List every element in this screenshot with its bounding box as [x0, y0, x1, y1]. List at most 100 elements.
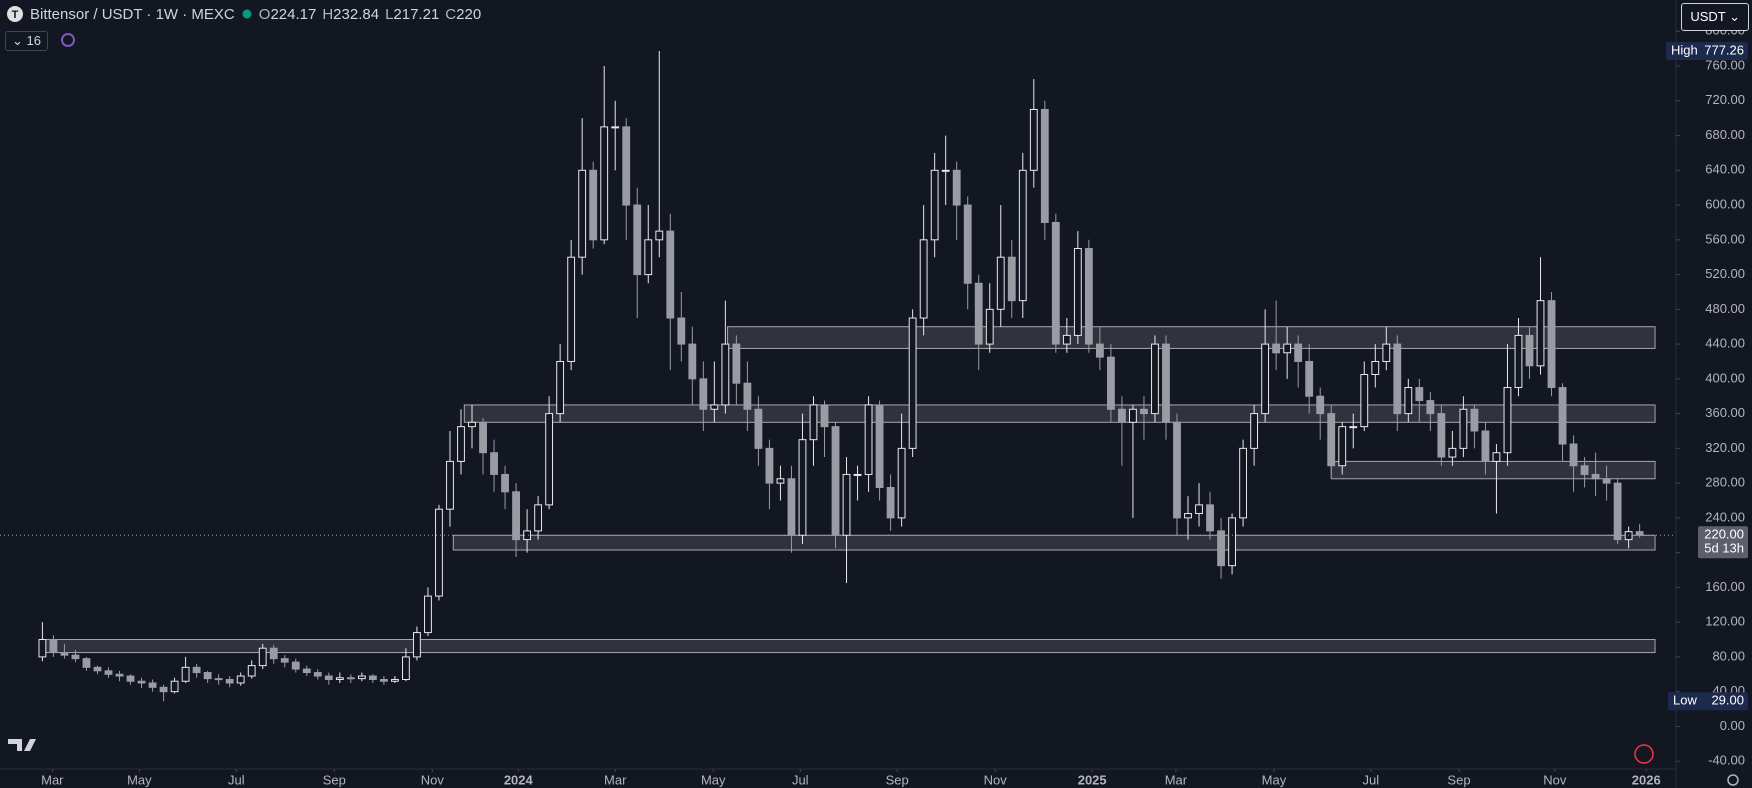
indicator-value: 16 [26, 33, 41, 48]
high-tag: High [1671, 42, 1698, 57]
candle-body [1580, 465, 1589, 475]
ohlc-low: 217.21 [393, 5, 440, 23]
candle-body [236, 675, 245, 684]
candle-body [280, 658, 289, 663]
candle-body [1525, 334, 1534, 367]
y-tick-label: 440.00 [1705, 336, 1745, 351]
x-tick-label: Sep [323, 772, 346, 787]
low-tag-bg [1668, 692, 1748, 711]
candle-body [479, 421, 487, 454]
ohlc-prefix: L [385, 5, 394, 23]
currency-button[interactable]: USDT ⌄ [1681, 3, 1749, 31]
candle-body [1415, 387, 1424, 402]
last-price: 220.00 [1704, 527, 1744, 542]
candle-body [545, 413, 554, 506]
y-tick-label: 680.00 [1705, 127, 1745, 142]
candle-body [1393, 343, 1402, 415]
candle-body [1007, 256, 1016, 302]
candle-body [633, 204, 642, 276]
candle-body [1062, 334, 1071, 345]
candle-body [203, 672, 212, 680]
candle-body [721, 343, 730, 406]
candle-body [49, 639, 58, 654]
candle-body [820, 404, 829, 428]
candle-body [159, 686, 168, 693]
candle-body [776, 478, 785, 484]
candle-body [1514, 334, 1523, 389]
last-price-badge [1698, 526, 1748, 559]
candle-body [313, 672, 322, 677]
candle-body [335, 677, 344, 681]
x-tick-label: May [1262, 772, 1287, 787]
candle-body [886, 486, 895, 519]
candle-body [148, 682, 157, 688]
x-tick-label: Sep [1447, 772, 1470, 787]
alert-icon [1634, 744, 1654, 764]
x-tick-label: Nov [421, 772, 445, 787]
candle-body [1448, 447, 1457, 458]
candle-body [1547, 300, 1556, 389]
y-tick-label: 720.00 [1705, 92, 1745, 107]
candle-body [402, 656, 410, 681]
candle-body [699, 378, 708, 410]
candle-body [1073, 248, 1082, 336]
candle-body [1360, 374, 1369, 428]
candle-body [853, 473, 862, 476]
x-tick-label: Sep [886, 772, 909, 787]
candle-body [831, 426, 840, 536]
candle-body [600, 126, 609, 241]
candle-body [501, 473, 509, 493]
x-tick-label: Nov [1543, 772, 1567, 787]
ohlc-open: 224.17 [270, 5, 317, 23]
settings-icon [1727, 774, 1739, 786]
candle-body [1558, 387, 1567, 445]
candle-body [291, 661, 300, 670]
y-tick-label: -40.00 [1708, 753, 1745, 768]
candle-body [941, 169, 950, 172]
candle-body [1602, 478, 1611, 484]
y-tick-label: 360.00 [1705, 405, 1745, 420]
candle-body [1239, 447, 1248, 519]
candle-body [567, 256, 576, 362]
candle-body [1051, 221, 1060, 345]
x-tick-label: Mar [1165, 772, 1188, 787]
y-tick-label: 560.00 [1705, 231, 1745, 246]
x-tick-label: Nov [984, 772, 1008, 787]
candle-body [457, 426, 465, 462]
candle-body [655, 230, 664, 241]
candle-body [985, 308, 994, 345]
candle-body [1228, 517, 1236, 567]
y-tick-label: 240.00 [1705, 509, 1745, 524]
candle-body [611, 126, 620, 129]
candle-body [258, 647, 267, 667]
y-tick-label: 160.00 [1705, 579, 1745, 594]
status-dot [242, 9, 252, 19]
x-tick-label: May [701, 772, 726, 787]
candle-body [919, 239, 928, 319]
candle-body [302, 668, 311, 674]
high-value: 777.26 [1704, 42, 1744, 57]
candle-body [390, 679, 399, 682]
candle-body [1371, 360, 1380, 376]
candle-body [1040, 108, 1049, 223]
x-tick-label: 2024 [504, 772, 534, 787]
candle-body [1095, 343, 1104, 358]
logo [8, 739, 36, 751]
x-tick-label: Mar [604, 772, 627, 787]
countdown: 5d 13h [1704, 541, 1744, 556]
candle-body [1261, 343, 1270, 415]
candle-body [589, 169, 598, 241]
candle-body [1316, 395, 1325, 415]
x-tick-label: Jul [792, 772, 809, 787]
x-tick-label: 2025 [1078, 772, 1107, 787]
candle-body [1294, 343, 1303, 362]
candle-body [1503, 387, 1512, 454]
symbol: Bittensor / USDT · 1W · MEXC [30, 5, 235, 23]
candle-body [534, 504, 543, 532]
candle-body [864, 404, 873, 475]
candle-body [952, 169, 961, 206]
indicator-toggle[interactable]: ⌄ 16 [5, 31, 48, 51]
candle-body [38, 639, 47, 658]
